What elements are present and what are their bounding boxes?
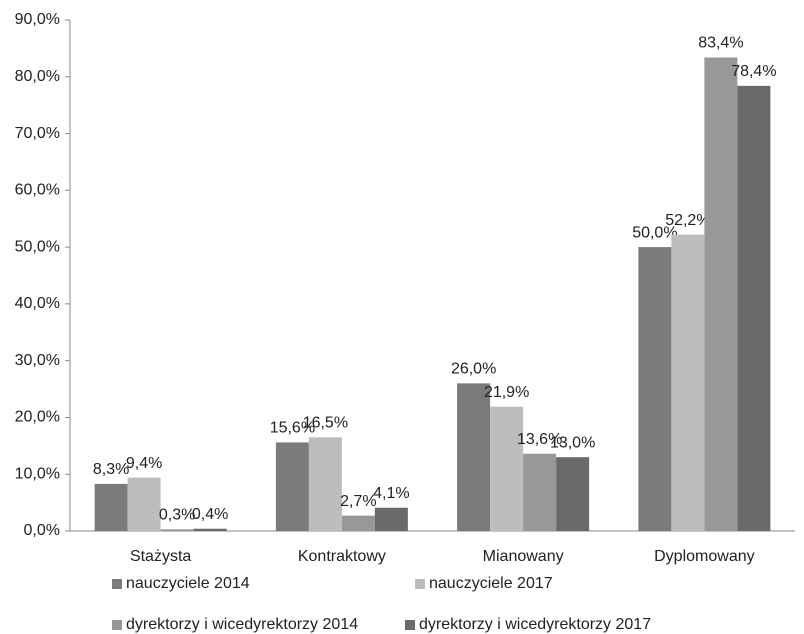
- value-label: 4,1%: [373, 485, 409, 502]
- bar: [341, 515, 375, 531]
- value-label: 21,9%: [484, 384, 529, 401]
- bar: [671, 234, 705, 531]
- x-tick-label: Stażysta: [130, 548, 191, 565]
- bar: [523, 453, 557, 531]
- value-label: 9,4%: [126, 455, 162, 472]
- bar: [160, 529, 194, 531]
- y-tick-label: 70,0%: [15, 125, 60, 142]
- bar: [490, 406, 524, 531]
- y-tick-label: 40,0%: [15, 295, 60, 312]
- x-tick-label: Kontraktowy: [298, 548, 386, 565]
- value-label: 8,3%: [93, 461, 129, 478]
- value-label: 78,4%: [731, 63, 776, 80]
- legend-swatch: [112, 579, 122, 589]
- bar: [193, 528, 227, 531]
- y-tick-label: 0,0%: [24, 522, 60, 539]
- bar: [127, 477, 161, 531]
- value-label: 0,4%: [192, 506, 228, 523]
- bar: [374, 507, 408, 531]
- legend-label: nauczyciele 2014: [126, 575, 250, 592]
- bar: [94, 483, 128, 531]
- y-tick-label: 20,0%: [15, 409, 60, 426]
- value-label: 16,5%: [303, 415, 348, 432]
- y-tick-label: 60,0%: [15, 182, 60, 199]
- y-tick-label: 30,0%: [15, 352, 60, 369]
- value-label: 52,2%: [665, 212, 710, 229]
- legend-swatch: [112, 620, 122, 630]
- y-tick-label: 80,0%: [15, 68, 60, 85]
- bar: [275, 442, 309, 531]
- legend-label: dyrektorzy i wicedyrektorzy 2017: [419, 616, 651, 633]
- bar: [737, 85, 771, 532]
- value-label: 26,0%: [451, 361, 496, 378]
- bar: [638, 247, 672, 531]
- bar: [308, 437, 342, 531]
- x-tick-label: Dyplomowany: [654, 548, 754, 565]
- legend-swatch: [415, 579, 425, 589]
- value-label: 50,0%: [632, 224, 677, 241]
- y-tick-label: 10,0%: [15, 465, 60, 482]
- value-label: 2,7%: [340, 493, 376, 510]
- bar: [704, 57, 738, 532]
- legend-label: nauczyciele 2017: [429, 575, 553, 592]
- value-label: 13,6%: [517, 431, 562, 448]
- legend-label: dyrektorzy i wicedyrektorzy 2014: [126, 616, 358, 633]
- y-tick-label: 50,0%: [15, 238, 60, 255]
- value-label: 83,4%: [698, 35, 743, 52]
- value-label: 0,3%: [159, 507, 195, 524]
- bar: [457, 383, 491, 531]
- value-label: 13,0%: [550, 434, 595, 451]
- y-tick-label: 90,0%: [15, 11, 60, 28]
- value-label: 15,6%: [270, 420, 315, 437]
- bar: [556, 457, 590, 531]
- x-tick-label: Mianowany: [483, 548, 564, 565]
- legend-swatch: [405, 620, 415, 630]
